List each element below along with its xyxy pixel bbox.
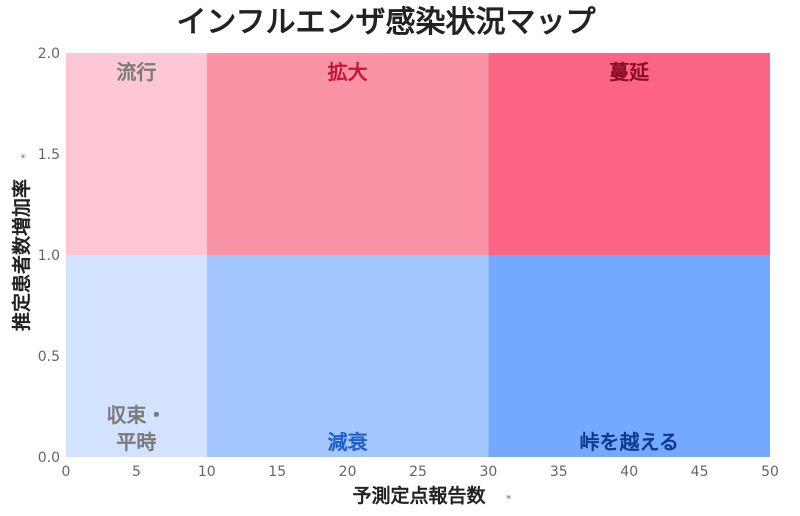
chart-title: インフルエンザ感染状況マップ xyxy=(176,5,596,40)
y-tick-label: 0.0 xyxy=(38,450,60,466)
zones xyxy=(66,53,770,457)
zone-1 xyxy=(206,53,489,255)
zone-labels: 流行 拡大 蔓延収束・平時減衰 峠を越える xyxy=(106,60,679,454)
zone-label-0: 流行 xyxy=(116,60,156,84)
x-tick-label: 5 xyxy=(132,464,141,480)
x-tick-label: 45 xyxy=(691,464,709,480)
zone-2 xyxy=(488,53,770,255)
zone-5 xyxy=(488,255,770,457)
y-tick-label: 0.5 xyxy=(38,349,60,365)
x-tick-label: 30 xyxy=(479,464,497,480)
x-tick-label: 35 xyxy=(550,464,568,480)
y-axis-label: 推定患者数増加率 xyxy=(10,179,33,331)
x-tick-label: 20 xyxy=(339,464,357,480)
y-tick-label: 2.0 xyxy=(38,46,60,62)
y-axis-ticks: 0.0 0.5 1.0 1.5 2.0 xyxy=(38,46,60,466)
zone-label-4: 減衰 xyxy=(328,430,369,454)
x-axis-label: 予測定点報告数 xyxy=(352,484,486,507)
zone-label-3: 収束・平時 xyxy=(106,403,166,454)
zone-4 xyxy=(206,255,489,457)
y-tick-label: 1.0 xyxy=(38,248,60,264)
zone-label-5: 峠を越える xyxy=(579,430,678,454)
x-tick-label: 0 xyxy=(62,464,71,480)
x-tick-label: 25 xyxy=(409,464,427,480)
x-axis-ticks: 0 5 10 15 20 25 30 35 40 45 50 xyxy=(62,464,779,480)
y-axis-mark: ⁎ xyxy=(15,153,28,159)
x-tick-label: 15 xyxy=(268,464,286,480)
zone-0 xyxy=(66,53,207,255)
y-tick-label: 1.5 xyxy=(38,147,60,163)
x-tick-label: 50 xyxy=(761,464,779,480)
x-axis-mark: ⁎ xyxy=(506,489,512,502)
x-tick-label: 10 xyxy=(198,464,216,480)
zone-3 xyxy=(66,255,207,457)
x-axis-title: 予測定点報告数 ⁎ xyxy=(352,484,512,507)
y-axis-title: 推定患者数増加率 ⁎ xyxy=(10,153,33,331)
zone-label-2: 蔓延 xyxy=(609,60,650,84)
x-tick-label: 40 xyxy=(620,464,638,480)
zone-label-1: 拡大 xyxy=(328,60,368,84)
